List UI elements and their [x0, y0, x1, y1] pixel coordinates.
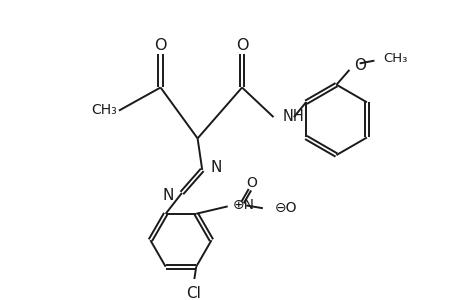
Text: NH: NH [282, 109, 304, 124]
Text: O: O [246, 176, 257, 190]
Text: ⊖O: ⊖O [274, 201, 297, 215]
Text: O: O [353, 58, 365, 73]
Text: N: N [162, 188, 173, 203]
Text: O: O [235, 38, 248, 53]
Text: N: N [210, 160, 221, 175]
Text: CH₃: CH₃ [383, 52, 407, 65]
Text: ⊕N: ⊕N [233, 198, 255, 212]
Text: Cl: Cl [185, 286, 201, 300]
Text: O: O [154, 38, 167, 53]
Text: CH₃: CH₃ [91, 103, 117, 117]
